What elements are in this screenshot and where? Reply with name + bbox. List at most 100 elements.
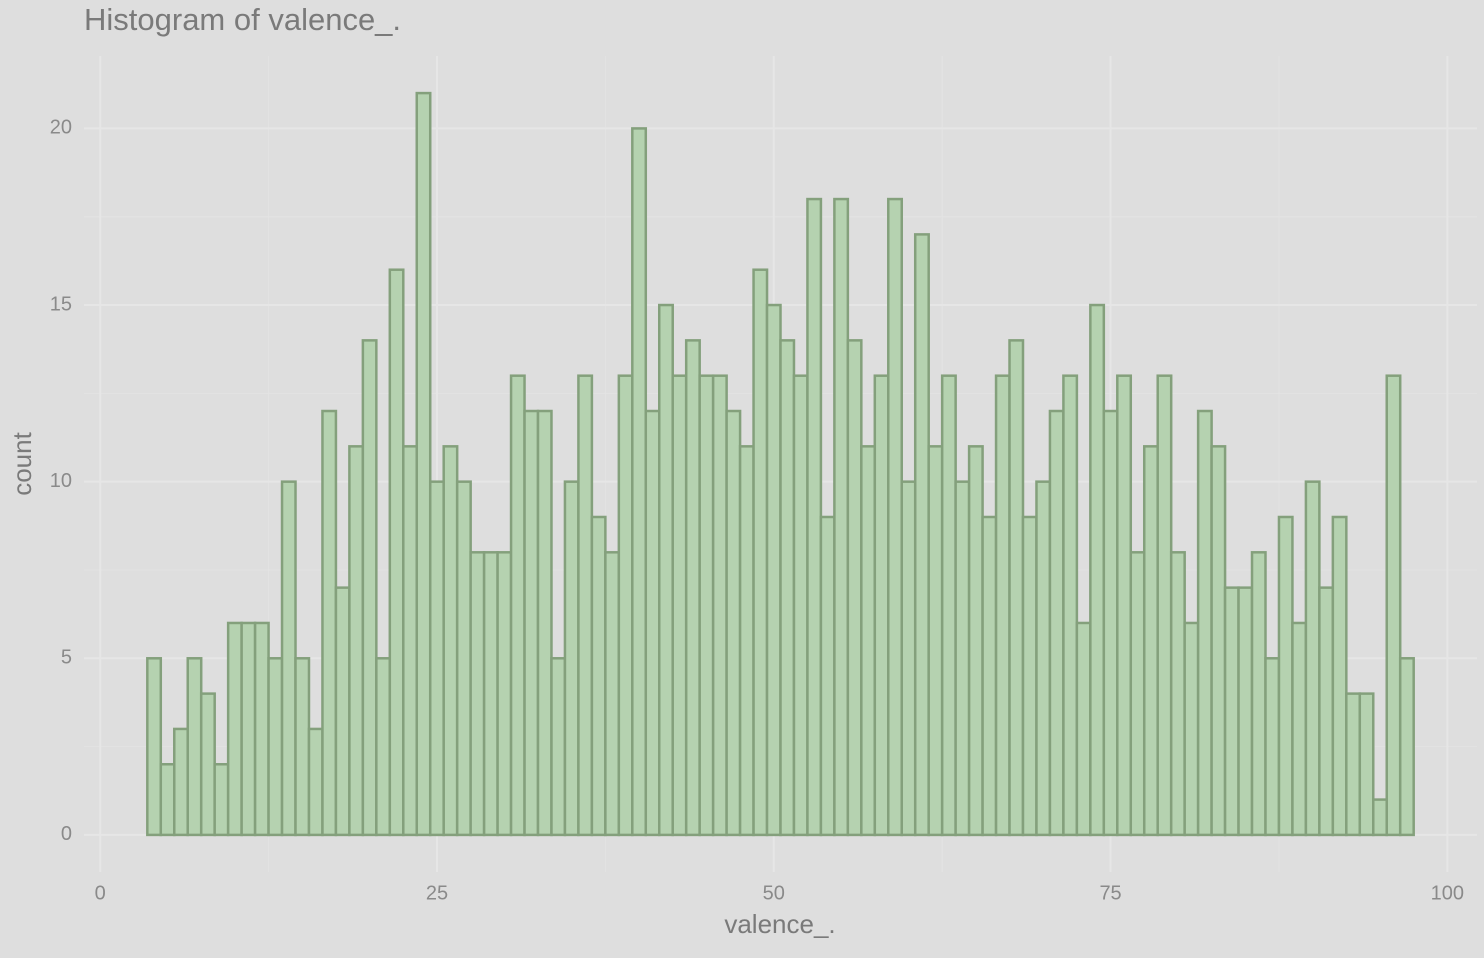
y-axis-label: count [7,431,37,495]
bar [819,515,836,837]
bar [725,409,742,837]
bar [1129,551,1146,837]
bar [873,374,890,837]
bar [1345,692,1362,837]
bar [1075,621,1092,837]
bar [1008,339,1025,837]
bar [779,339,796,837]
bar [455,480,472,837]
bar [173,727,189,837]
bar [738,445,755,837]
bar [994,374,1011,837]
bar [590,515,607,837]
bar [1385,374,1402,837]
bar [428,480,445,837]
bar [509,374,526,837]
bar [267,657,284,837]
bar [1331,515,1348,837]
bar [199,692,216,837]
bar [1304,480,1321,837]
bar [1372,798,1388,837]
y-tick-label: 0 [61,823,72,845]
bar [981,515,998,837]
bar [954,480,971,837]
bar [1169,551,1186,837]
bar [146,657,163,837]
bar [617,374,634,837]
bar [482,551,499,837]
bar [361,339,378,837]
bar [1318,586,1335,837]
bar [752,268,769,837]
bar [375,657,392,837]
bar [348,445,365,837]
bar [684,339,701,837]
bar [927,445,944,837]
bar [765,303,782,837]
bar [1142,445,1159,837]
bar [644,409,661,837]
bar [846,339,863,837]
bar [226,621,243,837]
bar [1196,409,1213,837]
bar [860,445,877,837]
bar [550,657,567,837]
bar [496,551,513,837]
bar [604,551,621,837]
bar [321,409,338,837]
x-tick-label: 25 [426,882,448,904]
x-tick-label: 75 [1099,882,1121,904]
bar [1116,374,1133,837]
bar [294,657,311,837]
bar [307,727,324,837]
bar [1048,409,1065,837]
bar [631,127,648,837]
bar [523,409,540,837]
bar [213,763,230,837]
bar [1062,374,1079,837]
bar [967,445,984,837]
bar [1223,586,1240,837]
bar [469,551,486,837]
bar [900,480,917,837]
bar [240,621,257,837]
y-tick-label: 15 [50,293,72,315]
x-tick-label: 100 [1431,882,1464,904]
bar [442,445,459,837]
bar [671,374,688,837]
bar [792,374,809,837]
bar [1102,409,1119,837]
bar [1358,692,1375,837]
x-axis-label: valence_. [724,909,835,939]
bar [280,480,297,837]
bar [1264,657,1281,837]
bar [833,197,850,837]
bar [1089,303,1106,837]
bar [536,409,553,837]
bar [940,374,957,837]
bar [1277,515,1294,837]
bar [711,374,728,837]
y-tick-label: 10 [50,470,72,492]
bar [1237,586,1254,837]
bar [253,621,270,837]
bar [563,480,580,837]
bar [159,763,176,837]
bar [402,445,419,837]
bar [698,374,715,837]
y-tick-label: 20 [50,117,72,139]
bar [334,586,351,837]
bar [1398,657,1415,837]
bar [1291,621,1308,837]
bar [658,303,674,837]
bar [388,268,405,837]
chart-title: Histogram of valence_. [84,2,401,37]
bar [577,374,594,837]
bar [186,657,203,837]
bar [1035,480,1052,837]
bar [887,197,903,837]
bar [415,91,432,837]
x-tick-label: 0 [95,882,106,904]
